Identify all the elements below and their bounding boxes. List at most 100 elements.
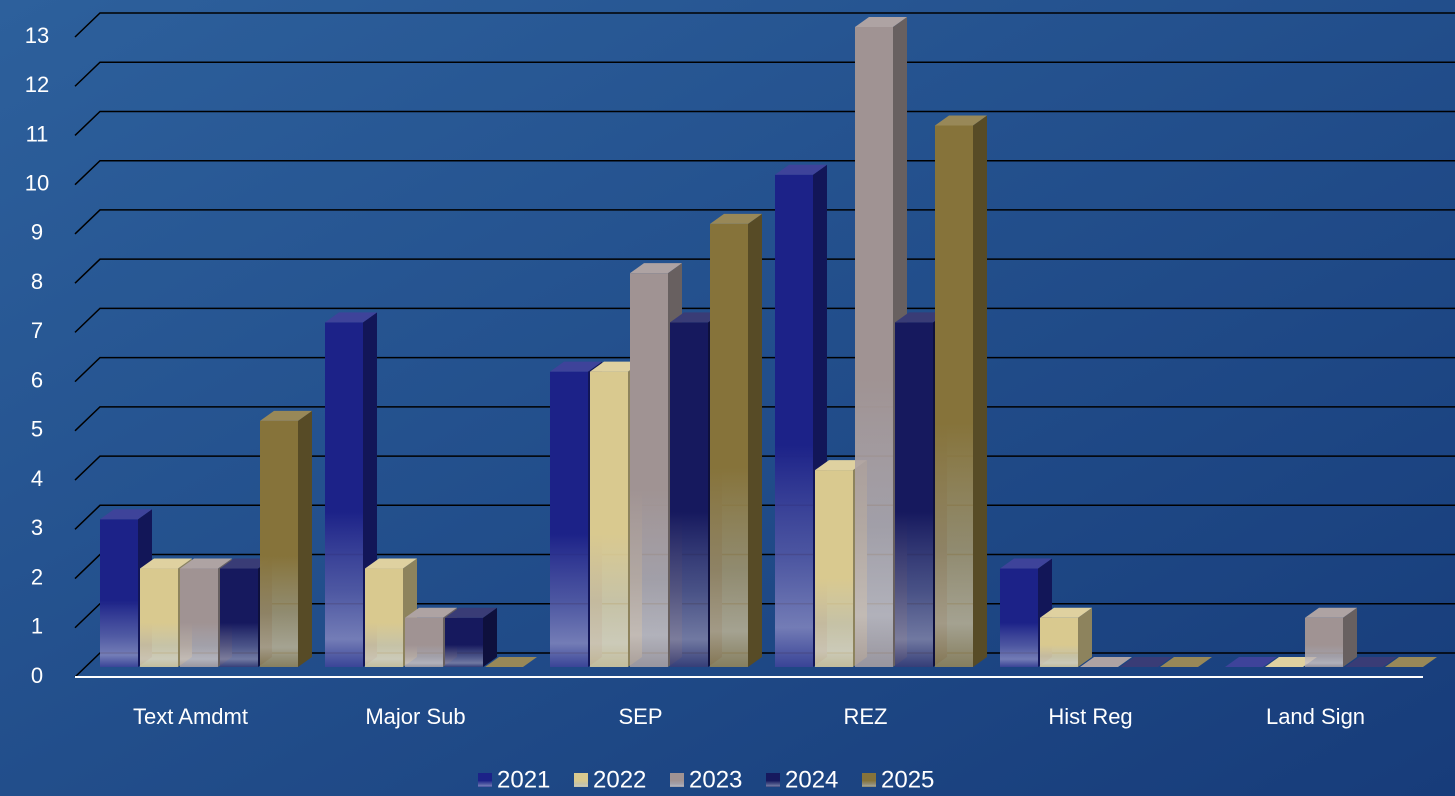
bar-top	[1040, 607, 1092, 618]
legend-swatch	[766, 773, 780, 787]
bar-front	[365, 568, 403, 667]
bar-front	[260, 420, 298, 667]
legend-swatch	[862, 773, 876, 787]
bar-front	[895, 322, 933, 667]
bar	[1265, 657, 1317, 667]
bar	[445, 607, 497, 667]
x-tick-label: Text Amdmt	[133, 704, 248, 729]
bar	[1040, 607, 1092, 667]
legend-label: 2025	[881, 766, 934, 793]
bar	[1345, 657, 1397, 667]
x-tick-label: REZ	[844, 704, 888, 729]
bar-front	[445, 617, 483, 667]
bar-top	[935, 115, 987, 126]
bar-side	[973, 115, 987, 667]
bar-side	[483, 607, 497, 667]
bar-top	[590, 361, 642, 372]
y-tick-label: 8	[31, 269, 43, 294]
y-tick-label: 1	[31, 614, 43, 639]
x-tick-label: Major Sub	[365, 704, 465, 729]
bar	[1160, 657, 1212, 667]
bar-top	[1120, 657, 1172, 667]
bar	[485, 657, 537, 667]
bar-top	[550, 361, 602, 372]
bar-side	[298, 410, 312, 667]
y-tick-label: 10	[25, 171, 49, 196]
legend-swatch	[574, 773, 588, 787]
x-tick-label: Hist Reg	[1048, 704, 1132, 729]
bar-top	[100, 509, 152, 520]
y-tick-label: 5	[31, 417, 43, 442]
bar	[1120, 657, 1172, 667]
grid-line	[74, 258, 1455, 284]
grid-line	[74, 61, 1455, 87]
grid-line	[74, 504, 1455, 530]
bar-top	[1265, 657, 1317, 667]
legend-label: 2023	[689, 766, 742, 793]
y-tick-label: 4	[31, 466, 43, 491]
legend-label: 2021	[497, 766, 550, 793]
bar-top	[140, 558, 192, 569]
bar-top	[1225, 657, 1277, 667]
bar-top	[1000, 558, 1052, 569]
bar-front	[855, 27, 893, 667]
grid-line	[74, 12, 1455, 38]
y-tick-label: 3	[31, 515, 43, 540]
bar-top	[180, 558, 232, 569]
bar-front	[140, 568, 178, 667]
y-tick-label: 9	[31, 220, 43, 245]
bar-front	[325, 322, 363, 667]
bar	[710, 213, 762, 667]
bar-front	[100, 519, 138, 667]
grid-line	[74, 209, 1455, 235]
bar-top	[1305, 607, 1357, 618]
grid-line	[74, 307, 1455, 333]
bar	[365, 558, 417, 667]
bar	[1385, 657, 1437, 667]
bar-side	[748, 213, 762, 667]
y-tick-label: 0	[31, 663, 43, 688]
bar-top	[1385, 657, 1437, 667]
bar-front	[590, 371, 628, 667]
bar	[260, 410, 312, 667]
bar	[935, 115, 987, 667]
bar-front	[815, 470, 853, 667]
x-tick-label: SEP	[618, 704, 662, 729]
y-tick-label: 6	[31, 367, 43, 392]
grid-line	[74, 406, 1455, 432]
bar-top	[1345, 657, 1397, 667]
bar-front	[775, 174, 813, 667]
bar	[1305, 607, 1357, 667]
y-tick-label: 2	[31, 564, 43, 589]
bar-top	[325, 312, 377, 323]
bar-front	[1305, 617, 1343, 667]
y-tick-label: 7	[31, 318, 43, 343]
y-tick-label: 12	[25, 72, 49, 97]
bar-front	[630, 273, 668, 667]
legend-swatch	[670, 773, 684, 787]
bar-front	[550, 371, 588, 667]
bar-top	[815, 460, 867, 471]
bar-top	[895, 312, 947, 323]
legend-label: 2024	[785, 766, 838, 793]
bar	[1080, 657, 1132, 667]
bar-top	[405, 607, 457, 618]
legend-label: 2022	[593, 766, 646, 793]
legend-swatch	[478, 773, 492, 787]
bar-top	[775, 164, 827, 175]
bar-front	[405, 617, 443, 667]
bar-front	[710, 223, 748, 667]
bar	[325, 312, 377, 667]
y-tick-label: 11	[26, 121, 49, 146]
y-tick-label: 13	[25, 23, 49, 48]
bar	[1225, 657, 1277, 667]
bar-top	[485, 657, 537, 667]
x-tick-label: Land Sign	[1266, 704, 1365, 729]
bar-front	[1000, 568, 1038, 667]
bar-top	[365, 558, 417, 569]
bar-side	[1343, 607, 1357, 667]
bar-front	[935, 125, 973, 667]
bar-front	[670, 322, 708, 667]
bar-top	[670, 312, 722, 323]
